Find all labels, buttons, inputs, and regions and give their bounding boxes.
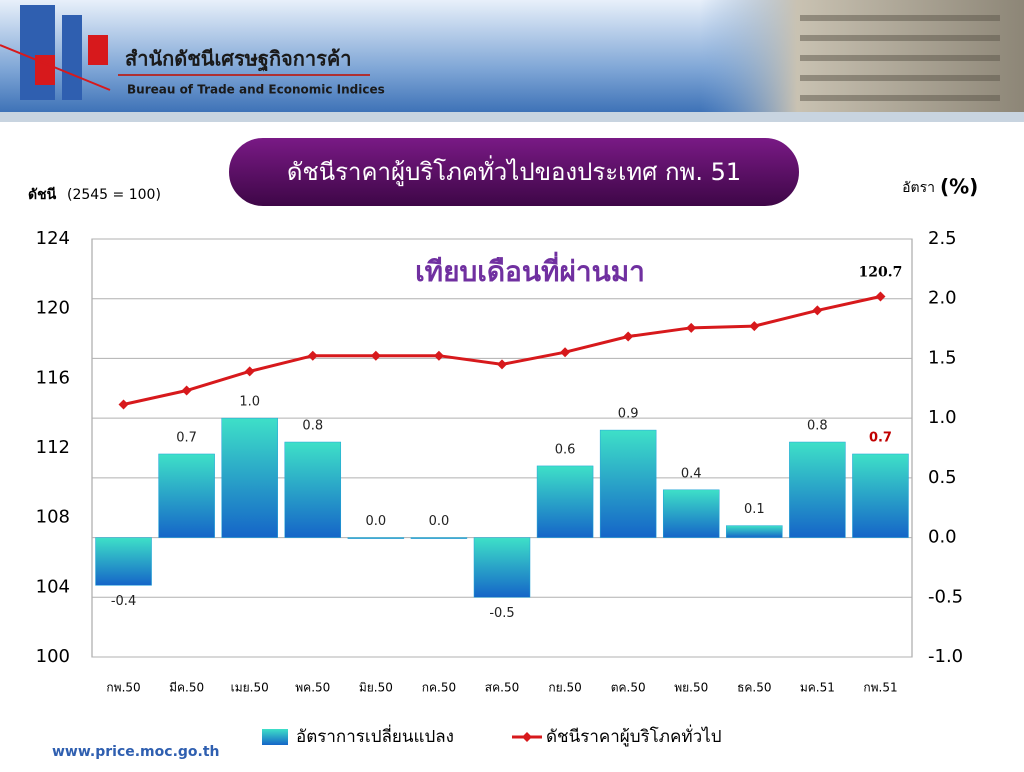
x-tick-label: กพ.51 [863,681,897,695]
bar-value-label: 0.4 [681,466,702,481]
bar-value-label: 0.9 [618,407,639,422]
line-marker [307,350,318,361]
title-pill [227,136,801,208]
line-marker [686,322,697,333]
y-tick-label: 108 [36,507,70,528]
bar [158,453,215,538]
legend-marker [522,732,532,742]
bar-value-label: 0.7 [869,430,892,445]
x-tick-label: กพ.50 [106,681,140,695]
bar-value-label: 0.0 [366,514,387,529]
y2-tick-label: 1.5 [928,347,957,368]
bar [473,537,531,598]
bar-value-label: -0.5 [489,606,514,621]
x-tick-label: สค.50 [485,681,519,695]
y-tick-label: 120 [36,298,70,319]
bar-value-label: 0.1 [744,502,765,517]
bar [599,429,657,538]
header-title: สำนักดัชนีเศรษฐกิจการค้า [125,47,351,73]
y2-tick-label: 0.0 [928,527,957,548]
y2-tick-label: 2.0 [928,288,957,309]
bar [347,537,405,539]
line-marker [244,366,255,377]
x-tick-label: มีค.50 [169,681,204,695]
logo [0,5,111,100]
line-value-label: 120.7 [859,264,903,280]
x-tick-label: ตค.50 [611,681,646,695]
bar [789,441,846,538]
line-marker [181,385,192,396]
y2-label: อัตรา [902,180,935,196]
x-tick-label: พค.50 [295,681,330,695]
y2-tick-label: 2.5 [928,228,957,249]
legend-swatch [262,729,288,745]
x-tick-label: มิย.50 [359,681,393,695]
line-marker [370,350,381,361]
chart-title: ดัชนีราคาผู้บริโภคทั่วไปของประเทศ กพ. 51 [287,155,741,187]
bar-value-label: 0.7 [176,430,197,445]
y2-tick-label: 0.5 [928,467,957,488]
footer-url: www.price.moc.go.th [52,744,220,760]
legend-label: อัตราการเปลี่ยนแปลง [296,724,454,747]
y-tick-label: 124 [36,228,70,249]
x-tick-label: กย.50 [548,681,581,695]
y-tick-label: 112 [36,437,70,458]
bar [95,537,152,586]
bar-value-label: 0.8 [807,419,828,434]
x-tick-label: ธค.50 [737,681,771,695]
y2-tick-label: 1.0 [928,407,957,428]
bar-value-label: 0.8 [302,419,323,434]
y2-tick-label: -1.0 [928,646,963,667]
x-tick-label: เมย.50 [231,681,269,695]
bar [662,489,720,538]
bar [726,525,783,538]
bar [852,453,909,538]
y-label-note: (2545 = 100) [67,187,161,203]
bar [536,465,594,538]
y2-tick-label: -0.5 [928,586,963,607]
line-marker [433,350,444,361]
legend-label: ดัชนีราคาผู้บริโภคทั่วไป [546,724,721,747]
line-marker [118,399,129,410]
header-shadow [0,112,1024,122]
bar [221,417,278,538]
building-windows [800,15,1000,101]
bar [284,441,342,538]
bar-value-label: 0.6 [555,442,576,457]
bar [410,537,468,539]
line-marker [560,347,571,358]
bar-value-label: -0.4 [111,594,136,609]
line-marker [812,305,823,316]
bar-value-label: 0.0 [429,514,450,529]
line-marker [623,331,634,342]
y-label: ดัชนี [28,187,57,203]
x-tick-label: กค.50 [422,681,456,695]
y-tick-label: 104 [36,576,70,597]
y2-label-note: (%) [940,175,978,199]
y-tick-label: 100 [36,646,70,667]
chart-subtitle: เทียบเดือนที่ผ่านมา [415,251,645,288]
x-tick-label: พย.50 [674,681,708,695]
y-tick-label: 116 [36,367,70,388]
header-subtitle: Bureau of Trade and Economic Indices [127,83,385,97]
line-marker [749,321,760,332]
line-marker [497,359,507,370]
bar-value-label: 1.0 [239,395,260,410]
x-tick-label: มค.51 [800,681,835,695]
line-marker [875,291,886,302]
